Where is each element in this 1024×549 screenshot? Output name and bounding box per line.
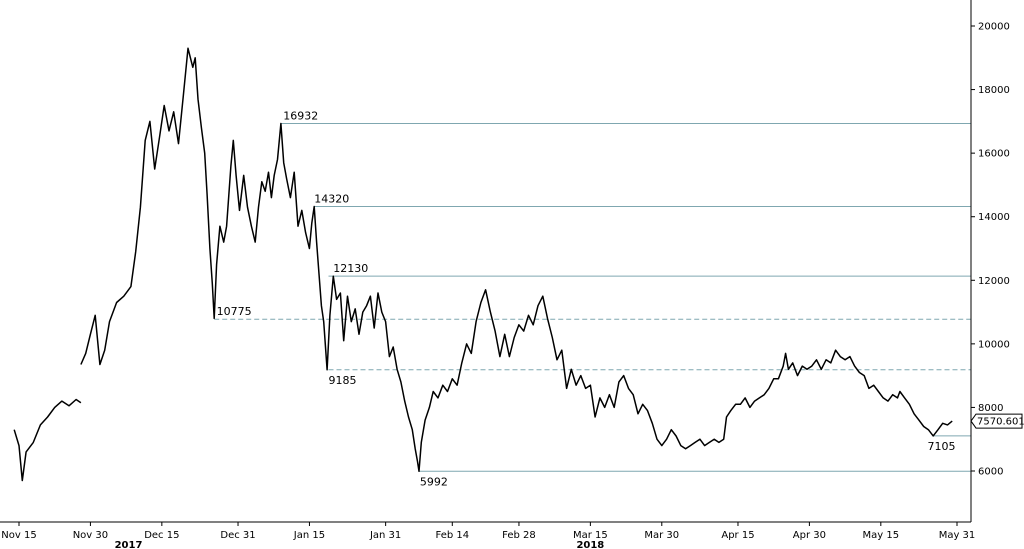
- x-tick-label: Apr 30: [793, 530, 826, 541]
- x-tick-label: May 31: [939, 530, 976, 541]
- y-tick-label: 14000: [978, 212, 1010, 223]
- x-tick-label: Nov 15: [1, 530, 36, 541]
- last-price-box: [970, 413, 1023, 429]
- x-tick-label: Nov 30: [73, 530, 108, 541]
- price-series: [13, 47, 953, 482]
- x-tick-label: Jan 31: [369, 530, 401, 541]
- level-label-14320: 14320: [314, 193, 349, 206]
- last-price-tag: 7570.6016: [970, 413, 1024, 429]
- y-tick-label: 8000: [978, 403, 1003, 414]
- last-price-label: 7570.6016: [977, 417, 1024, 428]
- year-label: 2017: [115, 540, 143, 549]
- level-label-7105: 7105: [927, 440, 955, 453]
- x-tick-label: Jan 15: [293, 530, 325, 541]
- x-tick-label: May 15: [863, 530, 900, 541]
- y-tick-label: 10000: [978, 339, 1010, 350]
- level-label-12130: 12130: [333, 262, 368, 275]
- level-label-5992: 5992: [420, 475, 448, 488]
- y-tick-label: 12000: [978, 276, 1010, 287]
- x-tick-label: Dec 31: [220, 530, 255, 541]
- x-tick-label: Apr 15: [721, 530, 754, 541]
- x-tick-label: Mar 15: [573, 530, 608, 541]
- level-label-10775: 10775: [217, 305, 252, 318]
- x-axis: Nov 15 Nov 30 Dec 15 Dec 31 Jan 15 Jan 31 Feb …: [1, 522, 975, 549]
- x-tick-label: Feb 28: [502, 530, 536, 541]
- x-tick-label: Feb 14: [435, 530, 469, 541]
- level-label-16932: 16932: [283, 110, 318, 123]
- support-resistance-levels: [214, 123, 971, 472]
- level-annotations: 16932 14320 12130 10775 9185 7105 5992: [217, 110, 956, 489]
- y-tick-label: 18000: [978, 85, 1010, 96]
- y-axis: 6000 8000 10000 12000 14000 16000 18000 20000: [971, 22, 1010, 478]
- year-label: 2018: [576, 540, 604, 549]
- level-label-9185: 9185: [328, 374, 356, 387]
- y-tick-label: 16000: [978, 149, 1010, 160]
- y-tick-label: 6000: [978, 467, 1003, 478]
- y-tick-label: 20000: [978, 22, 1010, 33]
- x-tick-label: Mar 30: [644, 530, 679, 541]
- price-line: [13, 47, 953, 482]
- x-tick-label: Dec 15: [144, 530, 179, 541]
